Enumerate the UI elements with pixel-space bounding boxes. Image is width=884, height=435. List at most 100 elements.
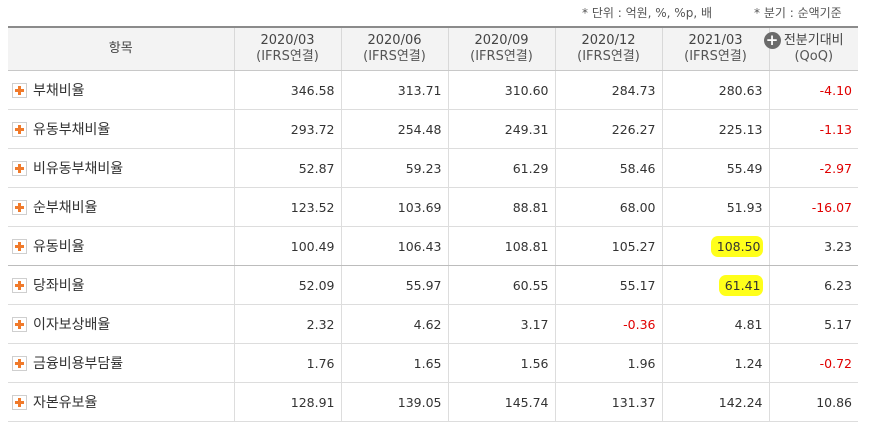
value-text: 51.93	[726, 199, 763, 215]
row-label: 당좌비율	[33, 278, 85, 294]
value-cell: 60.55	[447, 265, 555, 305]
value-text: 142.24	[718, 394, 763, 410]
value-cell: 1.56	[447, 343, 555, 383]
header-period-2020-12: 2020/12 (IFRS연결)	[554, 27, 662, 71]
plus-expand-icon[interactable]	[12, 121, 27, 137]
table-row: 이자보상배율 2.32 4.62 3.17 -0.36 4.81 5.17	[8, 304, 858, 344]
value-cell: 1.24	[661, 343, 769, 383]
plus-expand-icon[interactable]	[12, 238, 27, 254]
value-text: 106.43	[397, 238, 442, 254]
table-row: 유동비율 100.49 106.43 108.81 105.27 108.50 3.23	[8, 226, 858, 266]
value-cell: 1.96	[554, 343, 662, 383]
row-label: 부채비율	[33, 83, 85, 99]
table-row: 비유동부채비율 52.87 59.23 61.29 58.46 55.49 -2.97	[8, 148, 858, 188]
value-cell: 103.69	[340, 187, 448, 227]
row-label-cell: 유동비율	[8, 226, 234, 266]
value-text: 1.96	[627, 355, 656, 371]
qoq-value: -0.72	[819, 355, 852, 371]
period-date: 2020/06	[367, 33, 422, 48]
row-label-cell: 순부채비율	[8, 187, 234, 227]
header-period-2020-03: 2020/03 (IFRS연결)	[233, 27, 341, 71]
value-text: 52.87	[298, 160, 335, 176]
value-text: 1.65	[413, 355, 442, 371]
plus-circle-icon[interactable]: +	[763, 32, 781, 49]
value-text: 1.76	[306, 355, 335, 371]
value-text: 103.69	[397, 199, 442, 215]
plus-expand-icon[interactable]	[12, 160, 27, 176]
period-date: 2020/09	[474, 33, 529, 48]
plus-expand-icon[interactable]	[12, 82, 27, 98]
plus-expand-icon[interactable]	[12, 394, 27, 410]
plus-expand-icon[interactable]	[12, 355, 27, 371]
row-label-cell: 유동부채비율	[8, 109, 234, 149]
row-label-cell: 부채비율	[8, 70, 234, 110]
quarter-basis-note: * 분기 : 순액기준	[754, 6, 842, 20]
value-text: 145.74	[504, 394, 549, 410]
value-cell: 88.81	[447, 187, 555, 227]
value-cell: 4.81	[661, 304, 769, 344]
value-text: 1.56	[520, 355, 549, 371]
value-text: 68.00	[619, 199, 656, 215]
value-cell: 52.87	[233, 148, 341, 188]
value-text: 284.73	[611, 82, 656, 98]
value-cell: 59.23	[340, 148, 448, 188]
value-cell: 55.17	[554, 265, 662, 305]
value-cell: 128.91	[233, 382, 341, 422]
header-period-2020-06: 2020/06 (IFRS연결)	[340, 27, 448, 71]
value-text: 131.37	[611, 394, 656, 410]
value-cell: 105.27	[554, 226, 662, 266]
qoq-cell: 6.23	[768, 265, 858, 305]
value-cell: 346.58	[233, 70, 341, 110]
value-text: 105.27	[611, 238, 656, 254]
value-cell: 131.37	[554, 382, 662, 422]
value-cell: 310.60	[447, 70, 555, 110]
qoq-value: 3.23	[824, 238, 852, 254]
row-label-cell: 자본유보율	[8, 382, 234, 422]
value-cell: 123.52	[233, 187, 341, 227]
qoq-value: -16.07	[811, 199, 852, 215]
qoq-value: 10.86	[816, 394, 852, 410]
period-date: 2020/03	[260, 33, 315, 48]
value-cell: 226.27	[554, 109, 662, 149]
table-row: 자본유보율 128.91 139.05 145.74 131.37 142.24 10.86	[8, 382, 858, 422]
table-row: 유동부채비율 293.72 254.48 249.31 226.27 225.13 -1.1…	[8, 109, 858, 149]
value-text: 60.55	[512, 277, 549, 293]
value-cell: 52.09	[233, 265, 341, 305]
row-label-cell: 당좌비율	[8, 265, 234, 305]
value-cell: 51.93	[661, 187, 769, 227]
plus-expand-icon[interactable]	[12, 277, 27, 293]
qoq-label: 전분기대비	[783, 33, 844, 48]
header-item: 항목	[8, 27, 234, 71]
period-basis: (IFRS연결)	[470, 49, 533, 64]
qoq-value: -2.97	[819, 160, 852, 176]
value-text: 55.49	[726, 160, 763, 176]
qoq-sublabel: (QoQ)	[794, 49, 834, 64]
qoq-cell: -4.10	[768, 70, 858, 110]
value-cell: 293.72	[233, 109, 341, 149]
value-text: 58.46	[619, 160, 656, 176]
value-text: 249.31	[504, 121, 549, 137]
value-text: 108.81	[504, 238, 549, 254]
row-label-cell: 금융비용부담률	[8, 343, 234, 383]
value-text: 293.72	[290, 121, 335, 137]
header-item-label: 항목	[108, 41, 133, 56]
table-header-row: 항목 2020/03 (IFRS연결) 2020/06 (IFRS연결) 2020/…	[8, 27, 858, 71]
value-cell: 284.73	[554, 70, 662, 110]
value-text: 55.17	[619, 277, 656, 293]
value-text: 3.17	[520, 316, 549, 332]
header-period-2021-03: 2021/03 (IFRS연결) +	[661, 27, 781, 71]
value-text: 310.60	[504, 82, 549, 98]
qoq-cell: -1.13	[768, 109, 858, 149]
qoq-cell: 3.23	[768, 226, 858, 266]
value-cell: 249.31	[447, 109, 555, 149]
row-label: 비유동부채비율	[33, 161, 124, 177]
plus-expand-icon[interactable]	[12, 199, 27, 215]
plus-expand-icon[interactable]	[12, 316, 27, 332]
row-label: 유동부채비율	[33, 122, 111, 138]
value-text: 100.49	[290, 238, 335, 254]
value-cell: 55.49	[661, 148, 769, 188]
financial-ratio-table: 항목 2020/03 (IFRS연결) 2020/06 (IFRS연결) 2020/…	[8, 26, 858, 422]
value-text: 123.52	[290, 199, 335, 215]
value-text: 2.32	[306, 316, 335, 332]
qoq-value: -4.10	[819, 82, 852, 98]
